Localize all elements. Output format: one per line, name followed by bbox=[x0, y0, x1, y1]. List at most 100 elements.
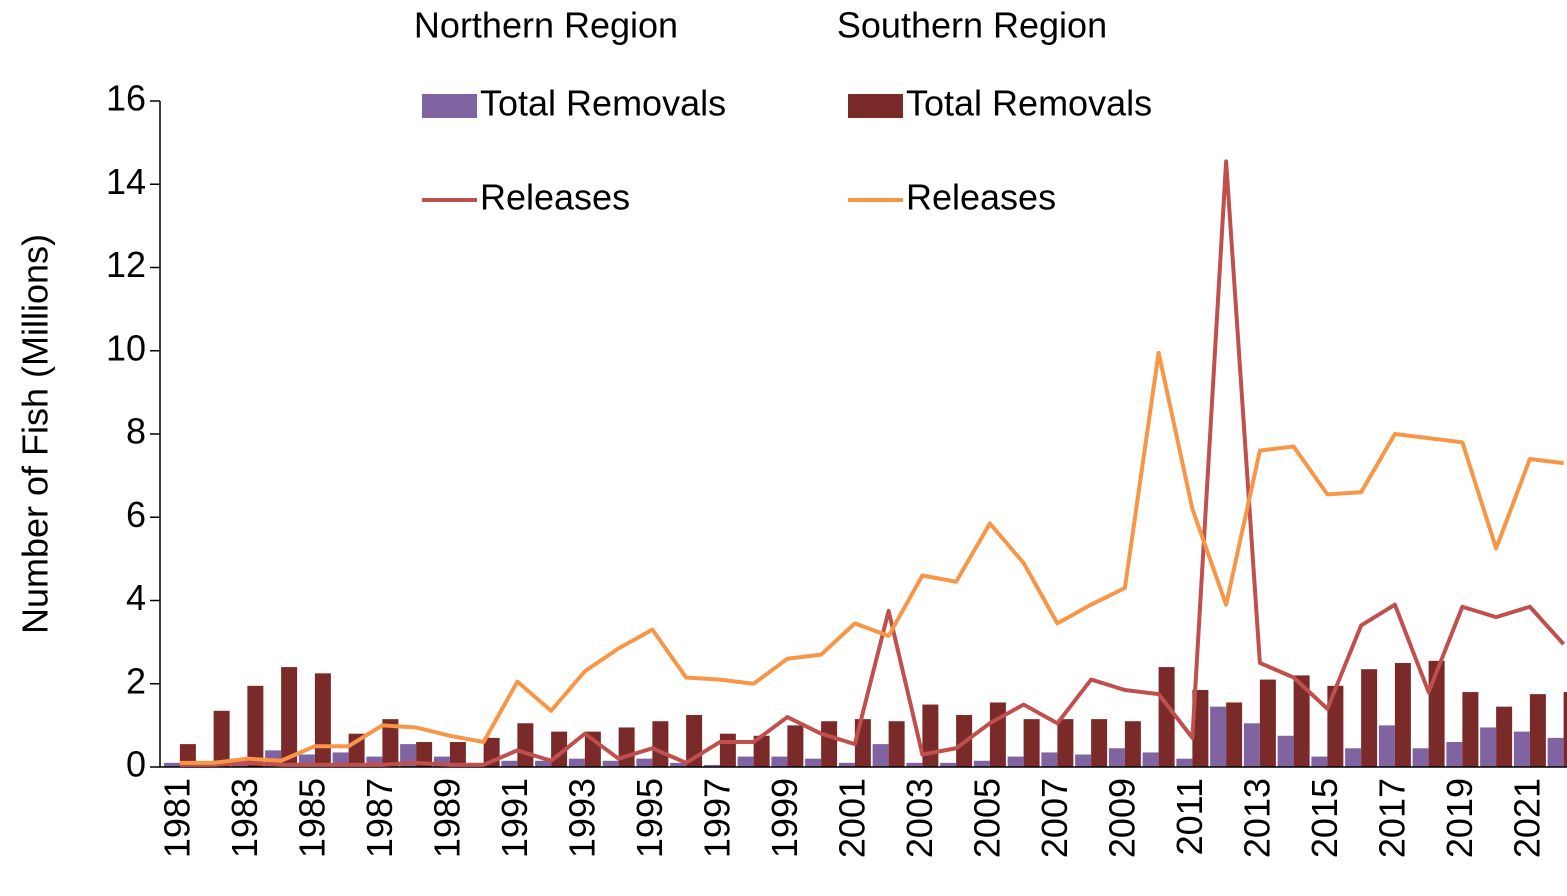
bar bbox=[247, 685, 264, 767]
y-tick-label: 10 bbox=[106, 327, 146, 368]
bar bbox=[1513, 731, 1530, 767]
bar bbox=[753, 735, 770, 767]
bar bbox=[906, 762, 923, 767]
bar bbox=[805, 758, 822, 767]
legend-column-title: Southern Region bbox=[837, 5, 1107, 46]
x-tick-label: 2013 bbox=[1236, 778, 1277, 858]
bar bbox=[670, 762, 687, 767]
bar bbox=[1563, 692, 1567, 767]
bar bbox=[1243, 723, 1260, 767]
bar bbox=[1529, 694, 1546, 767]
bar bbox=[719, 733, 736, 767]
x-tick-label: 2007 bbox=[1034, 778, 1075, 858]
y-tick-label: 8 bbox=[126, 411, 146, 452]
bar bbox=[703, 764, 720, 767]
y-tick-label: 6 bbox=[126, 494, 146, 535]
line-series bbox=[179, 159, 1566, 767]
y-tick-label: 2 bbox=[126, 660, 146, 701]
bar bbox=[1547, 737, 1564, 767]
bar bbox=[1259, 679, 1276, 767]
bar bbox=[618, 727, 635, 767]
bar bbox=[1496, 706, 1513, 767]
bar bbox=[821, 721, 838, 767]
bar bbox=[1462, 692, 1479, 767]
bar bbox=[1075, 754, 1092, 767]
x-tick-label: 2009 bbox=[1101, 778, 1142, 858]
bar bbox=[838, 762, 855, 767]
bar bbox=[1277, 735, 1294, 767]
bar bbox=[382, 719, 399, 767]
bar bbox=[636, 758, 653, 767]
x-tick-label: 2017 bbox=[1371, 778, 1412, 858]
bar bbox=[922, 704, 939, 767]
y-tick-label: 12 bbox=[106, 244, 146, 285]
bar bbox=[535, 760, 552, 767]
bar bbox=[652, 721, 669, 767]
x-tick-label: 1991 bbox=[494, 778, 535, 858]
x-tick-label: 2001 bbox=[831, 778, 872, 858]
y-tick-label: 4 bbox=[126, 577, 146, 618]
y-tick-label: 16 bbox=[106, 78, 146, 119]
bar bbox=[366, 756, 383, 767]
legend-label: Releases bbox=[480, 177, 630, 218]
bar bbox=[1023, 719, 1040, 767]
bar bbox=[787, 725, 804, 767]
x-tick-label: 2005 bbox=[966, 778, 1007, 858]
bar bbox=[416, 742, 433, 767]
bar bbox=[1210, 706, 1227, 767]
legend-label: Releases bbox=[906, 177, 1056, 218]
bar bbox=[602, 760, 619, 767]
legend-label: Total Removals bbox=[906, 83, 1152, 124]
y-tick-label: 14 bbox=[106, 161, 146, 202]
bar bbox=[1108, 748, 1125, 767]
bar bbox=[433, 756, 450, 767]
bar bbox=[1226, 702, 1243, 767]
bar bbox=[1007, 756, 1024, 767]
bar bbox=[1091, 719, 1108, 767]
bar bbox=[449, 742, 466, 767]
bar bbox=[501, 760, 518, 767]
bar bbox=[737, 756, 754, 767]
bar bbox=[1057, 719, 1074, 767]
bar bbox=[1041, 752, 1058, 767]
bar bbox=[888, 721, 905, 767]
legend-column-title: Northern Region bbox=[414, 5, 678, 46]
x-tick-label: 1995 bbox=[629, 778, 670, 858]
bar bbox=[1293, 675, 1310, 767]
bar bbox=[1176, 758, 1193, 767]
bar bbox=[854, 719, 871, 767]
bar bbox=[1345, 748, 1362, 767]
legend-label: Total Removals bbox=[480, 83, 726, 124]
x-tick-label: 2003 bbox=[899, 778, 940, 858]
x-tick-label: 1983 bbox=[224, 778, 265, 858]
bar bbox=[1394, 662, 1411, 767]
x-tick-label: 1987 bbox=[359, 778, 400, 858]
x-tick-label: 1981 bbox=[156, 778, 197, 858]
bar bbox=[1124, 721, 1141, 767]
x-tick-label: 1993 bbox=[561, 778, 602, 858]
bar bbox=[568, 758, 585, 767]
y-axis-title: Number of Fish (Millions) bbox=[15, 234, 56, 634]
bar bbox=[1158, 667, 1175, 767]
bar bbox=[989, 702, 1006, 767]
bar bbox=[1142, 752, 1159, 767]
bar bbox=[1192, 689, 1209, 767]
bar bbox=[1361, 669, 1378, 767]
legend-swatch bbox=[848, 94, 903, 118]
bar bbox=[1446, 742, 1463, 767]
x-tick-label: 2015 bbox=[1304, 778, 1345, 858]
line-series bbox=[179, 350, 1564, 765]
x-tick-label: 1985 bbox=[291, 778, 332, 858]
bar bbox=[1311, 756, 1328, 767]
bar bbox=[771, 756, 788, 767]
bar bbox=[940, 762, 957, 767]
x-tick-label: 2019 bbox=[1439, 778, 1480, 858]
x-tick-label: 1989 bbox=[426, 778, 467, 858]
bar bbox=[1378, 725, 1395, 767]
x-tick-label: 1999 bbox=[764, 778, 805, 858]
bar bbox=[517, 723, 534, 767]
legend-swatch bbox=[422, 94, 477, 118]
bar bbox=[1327, 685, 1344, 767]
bar bbox=[163, 762, 180, 767]
